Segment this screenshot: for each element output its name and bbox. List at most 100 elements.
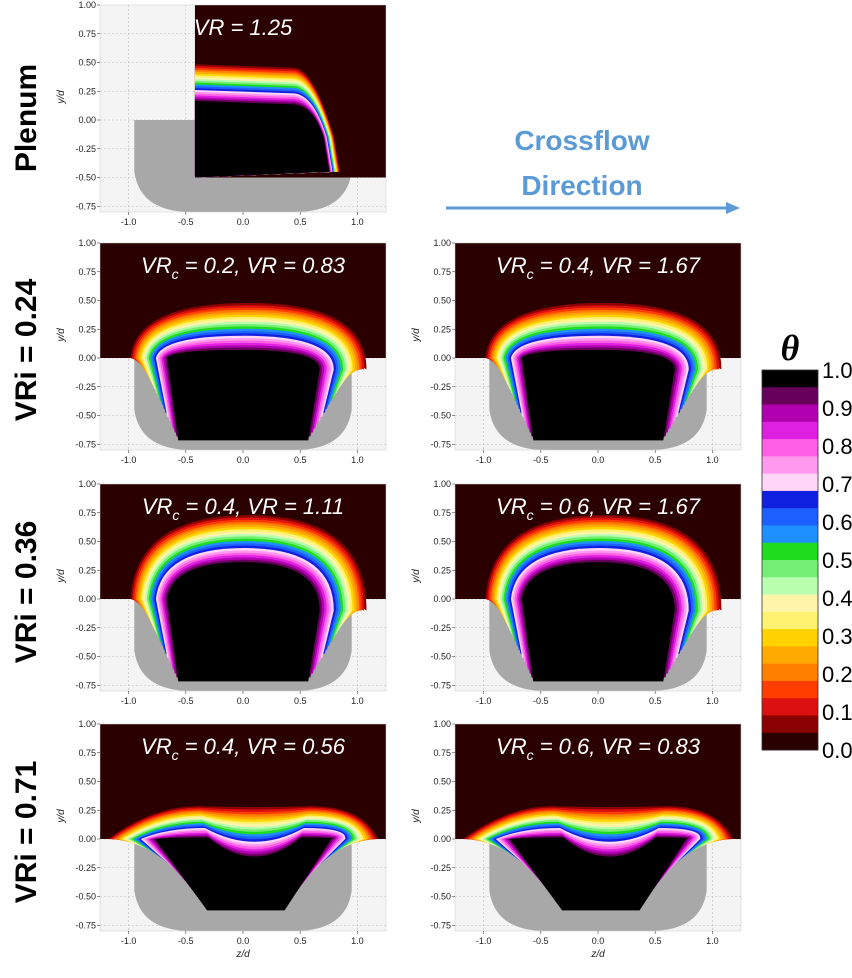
y-tick-label: 0.50	[78, 296, 96, 306]
y-tick-label: 0.25	[433, 565, 451, 575]
colorbar-tick-label: 0.3	[822, 624, 852, 649]
x-tick-label: 0.0	[592, 455, 605, 465]
colorbar-swatch	[762, 560, 818, 578]
colorbar-swatch	[762, 646, 818, 665]
x-tick-label: 1.0	[706, 455, 719, 465]
row-label-vri-036: VRi = 0.36	[10, 521, 43, 664]
colorbar-swatch	[762, 404, 818, 423]
colorbar-tick-label: 0.9	[822, 396, 852, 421]
x-tick-label: -0.5	[178, 455, 194, 465]
y-tick-label: 0.00	[433, 353, 451, 363]
colorbar-swatch	[762, 387, 818, 406]
contour-group	[100, 724, 386, 911]
colorbar-swatch	[762, 421, 818, 440]
colorbar-swatch	[762, 508, 818, 526]
colorbar-swatch	[762, 663, 818, 682]
panel-title: VRc = 0.4, VR = 1.67	[496, 253, 701, 282]
colorbar-swatch	[762, 542, 818, 561]
y-tick-label: -0.75	[430, 680, 451, 690]
colorbar-swatch	[762, 370, 818, 388]
contour-band	[521, 562, 675, 682]
x-tick-label: 0.5	[294, 936, 307, 946]
x-tick-label: 0.5	[294, 455, 307, 465]
x-tick-label: 1.0	[706, 696, 719, 706]
contour-band	[194, 100, 330, 178]
colorbar-swatch	[762, 698, 818, 716]
contour-band	[521, 349, 675, 441]
y-tick-label: 0.25	[433, 805, 451, 815]
x-tick-label: -0.5	[533, 696, 549, 706]
row-label-vri-071: VRi = 0.71	[10, 761, 43, 904]
contour-band	[166, 349, 320, 441]
colorbar-swatch	[762, 611, 818, 630]
y-axis-label: y/d	[411, 809, 422, 824]
y-tick-label: -0.25	[75, 863, 96, 873]
y-tick-label: 1.00	[433, 238, 451, 248]
colorbar-tick-label: 0.6	[822, 510, 852, 535]
x-tick-label: 0.0	[237, 936, 250, 946]
y-tick-label: -0.75	[75, 201, 96, 211]
contour-group	[455, 724, 741, 911]
colorbar-tick-label: 0.4	[822, 586, 852, 611]
colorbar-swatch	[762, 732, 818, 751]
y-tick-label: 1.00	[433, 479, 451, 489]
y-tick-label: 0.50	[78, 537, 96, 547]
x-tick-label: -0.5	[178, 696, 194, 706]
panel-6: VRc = 0.4, VR = 0.561.000.750.500.250.00…	[56, 719, 387, 960]
y-tick-label: -0.50	[75, 173, 96, 183]
y-tick-label: 0.25	[78, 86, 96, 96]
contour-band	[509, 837, 689, 911]
y-tick-label: -0.50	[430, 411, 451, 421]
panel-4: VRc = 0.4, VR = 1.111.000.750.500.250.00…	[56, 479, 387, 706]
y-tick-label: 1.00	[78, 479, 96, 489]
y-tick-label: 0.75	[78, 508, 96, 518]
contour-group	[100, 484, 386, 682]
y-tick-label: 0.00	[433, 594, 451, 604]
y-tick-label: -0.25	[430, 382, 451, 392]
x-tick-label: 0.5	[294, 217, 307, 227]
colorbar-tick-label: 0.5	[822, 548, 852, 573]
y-axis-label: y/d	[56, 90, 67, 105]
y-tick-label: -0.25	[75, 382, 96, 392]
y-tick-label: 1.00	[78, 238, 96, 248]
panel-7: VRc = 0.6, VR = 0.831.000.750.500.250.00…	[411, 719, 742, 960]
y-tick-label: -0.75	[75, 680, 96, 690]
y-tick-label: 1.00	[78, 0, 96, 10]
y-tick-label: -0.25	[75, 623, 96, 633]
x-tick-label: -1.0	[121, 696, 137, 706]
colorbar-swatch	[762, 525, 818, 544]
x-tick-label: 0.0	[592, 936, 605, 946]
x-tick-label: 0.0	[592, 696, 605, 706]
colorbar-tick-label: 1.0	[822, 358, 852, 383]
y-tick-label: 0.75	[433, 508, 451, 518]
x-tick-label: -0.5	[533, 936, 549, 946]
y-tick-label: 0.50	[433, 537, 451, 547]
colorbar: 1.0 0.9 0.8 0.7 0.6 0.5 0.4 0.3 0.2 0.1 0.0	[761, 358, 852, 763]
x-tick-label: 0.5	[649, 936, 662, 946]
y-tick-label: -0.50	[75, 652, 96, 662]
colorbar-swatch	[762, 577, 818, 596]
y-tick-label: 0.25	[78, 565, 96, 575]
y-axis-label: y/d	[56, 328, 67, 343]
colorbar-swatch	[762, 629, 818, 647]
x-tick-label: 1.0	[351, 936, 364, 946]
y-tick-label: 0.25	[78, 324, 96, 334]
crossflow-arrow	[446, 202, 740, 214]
colorbar-tick-label: 0.1	[822, 700, 852, 725]
y-tick-label: 0.75	[78, 267, 96, 277]
x-tick-label: -1.0	[121, 936, 137, 946]
y-tick-label: 0.75	[433, 267, 451, 277]
panel-title: VRc = 0.4, VR = 0.56	[141, 734, 346, 763]
colorbar-swatch	[762, 715, 818, 734]
colorbar-tick-label: 0.2	[822, 662, 852, 687]
y-tick-label: -0.25	[75, 144, 96, 154]
panel-title: VRc = 0.2, VR = 0.83	[141, 253, 346, 282]
colorbar-border	[761, 369, 819, 751]
panel-title: VRc = 0.6, VR = 0.83	[496, 734, 701, 763]
x-tick-label: -1.0	[121, 455, 137, 465]
contour-group	[194, 5, 386, 178]
crossflow-label-line1: Crossflow	[514, 125, 650, 156]
y-tick-label: -0.50	[75, 411, 96, 421]
x-tick-label: -1.0	[121, 217, 137, 227]
row-label-vri-024: VRi = 0.24	[10, 278, 43, 421]
